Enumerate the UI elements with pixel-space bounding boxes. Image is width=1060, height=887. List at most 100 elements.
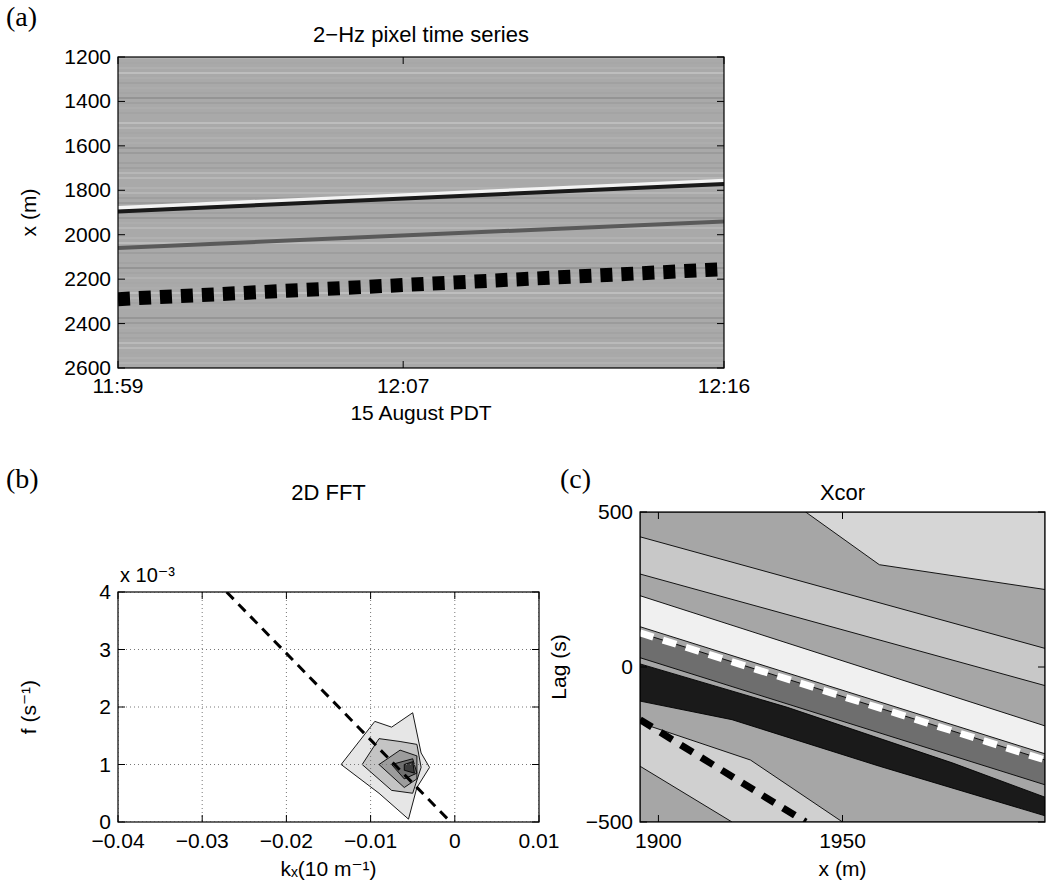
figure: 11:5912:0712:161200140016001800200022002… <box>0 0 1060 887</box>
x-tick-label: −0.03 <box>176 829 229 852</box>
image-texture <box>118 342 724 344</box>
image-texture <box>118 92 724 94</box>
grid-line <box>118 764 539 765</box>
front-line <box>118 221 724 248</box>
y-tick-label: 2 <box>99 695 111 718</box>
image-texture <box>118 217 724 219</box>
plot-area <box>118 592 539 822</box>
tick <box>118 649 125 650</box>
image-texture <box>118 312 724 314</box>
panel-title: Xcor <box>820 480 865 505</box>
image-texture <box>118 327 724 329</box>
image-texture <box>118 252 724 254</box>
contour <box>362 739 421 794</box>
y-tick-label: 4 <box>99 580 111 603</box>
image-texture <box>118 137 724 139</box>
y-tick-label: 1600 <box>64 134 111 157</box>
tick <box>118 323 125 324</box>
image-texture <box>118 167 724 169</box>
tick <box>842 512 843 519</box>
panel-title: 2D FFT <box>291 480 366 505</box>
y-tick-label: 1200 <box>64 45 111 68</box>
panel-title: 2−Hz pixel time series <box>313 22 529 47</box>
image-texture <box>118 317 724 319</box>
image-background <box>118 57 724 368</box>
tick <box>118 57 125 58</box>
tick <box>640 667 647 668</box>
y-tick-label: 2600 <box>64 356 111 379</box>
image-texture <box>118 102 724 104</box>
image-texture <box>118 122 724 124</box>
y-tick-label: 1800 <box>64 178 111 201</box>
image-texture <box>118 172 724 174</box>
image-texture <box>118 112 724 114</box>
tick <box>717 234 724 235</box>
panel-letter: (b) <box>6 463 39 494</box>
x-tick-label: −0.02 <box>260 829 313 852</box>
contour <box>404 762 414 774</box>
tick <box>118 101 125 102</box>
image-texture <box>118 62 724 64</box>
contour <box>806 512 1045 590</box>
image-texture <box>118 212 724 214</box>
image-texture <box>118 307 724 309</box>
contour <box>640 512 1045 822</box>
x-tick-label: 0.01 <box>519 829 560 852</box>
y-tick-label: 2200 <box>64 267 111 290</box>
y-axis-title: Lag (s) <box>547 634 570 699</box>
x-axis-title: x (m) <box>819 857 867 880</box>
x-axis-title: 15 August PDT <box>350 401 491 424</box>
tick <box>640 512 647 513</box>
fit-line <box>227 592 451 822</box>
tick <box>717 101 724 102</box>
tick <box>118 368 125 369</box>
tick <box>724 57 725 64</box>
image-texture <box>118 247 724 249</box>
tick <box>118 592 119 599</box>
tick <box>532 822 539 823</box>
tick <box>724 361 725 368</box>
fit-line <box>640 720 806 822</box>
image-texture <box>118 337 724 339</box>
image-texture <box>118 237 724 239</box>
image-texture <box>118 152 724 154</box>
tick <box>532 649 539 650</box>
y-tick-label: 500 <box>598 500 633 523</box>
tick <box>1038 667 1045 668</box>
tick <box>118 279 125 280</box>
image-texture <box>118 162 724 164</box>
tick <box>370 592 371 599</box>
tick <box>202 592 203 599</box>
tick <box>532 592 539 593</box>
x-tick-label: 1900 <box>635 829 682 852</box>
contour <box>341 713 429 819</box>
y-tick-label: 2000 <box>64 223 111 246</box>
image-texture <box>118 97 724 99</box>
image-texture <box>118 87 724 89</box>
panel-letter: (a) <box>6 1 37 32</box>
tick <box>118 145 125 146</box>
image-texture <box>118 352 724 354</box>
tick <box>118 592 125 593</box>
tick <box>202 815 203 822</box>
tick <box>658 815 659 822</box>
tick <box>1038 512 1045 513</box>
front-line <box>118 184 724 211</box>
image-texture <box>118 117 724 119</box>
image-texture <box>118 357 724 359</box>
y-tick-label: −500 <box>586 810 633 833</box>
tick <box>640 822 647 823</box>
y-tick-label: 1 <box>99 753 111 776</box>
tick <box>454 815 455 822</box>
tick <box>717 279 724 280</box>
image-texture <box>118 157 724 159</box>
fit-line <box>640 633 1045 760</box>
tick <box>532 764 539 765</box>
tick <box>118 57 119 64</box>
image-texture <box>118 67 724 69</box>
image-texture <box>118 127 724 129</box>
x-tick-label: −0.01 <box>344 829 397 852</box>
grid-line <box>118 649 539 650</box>
tick <box>658 512 659 519</box>
tick <box>717 368 724 369</box>
